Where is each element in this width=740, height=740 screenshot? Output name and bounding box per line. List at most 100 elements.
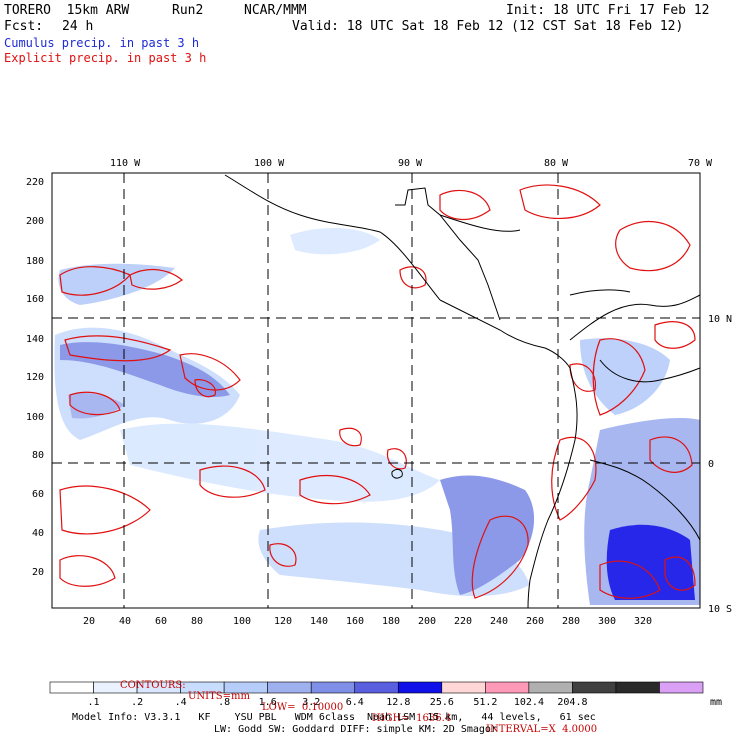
contour-cluster [269,543,297,567]
colorbar-swatch [659,681,704,694]
contour-cluster [339,427,362,447]
map-frame [51,172,701,609]
contour-cluster [199,465,266,498]
contour-cluster [654,321,696,349]
y-tick: 200 [26,216,44,227]
org-label: NCAR/MMM [244,3,307,18]
precip-band-south-central-core [440,475,535,595]
precip-band-gulf [290,228,380,255]
coastline-galapagos [391,468,403,479]
lat-label: 10 N [708,314,732,325]
forecast-hour: 24 h [62,19,94,34]
coastline-south-america-north [569,294,701,341]
y-tick: 180 [26,256,44,267]
y-tick: 100 [26,412,44,423]
coastline-central-america [439,299,571,369]
colorbar-label: .4 [174,697,187,708]
colorbar-label: 6.4 [345,697,364,708]
contour-cluster [69,391,121,416]
colorbar-label: 12.8 [386,697,411,708]
colorbar-labels: .1 .2 .4 .8 1.6 3.2 6.4 12.8 25.6 51.2 102.4 204.8 [0,697,740,709]
init-time: Init: 18 UTC Fri 17 Feb 12 [506,3,710,18]
y-tick: 40 [32,528,44,539]
x-tick: 200 [418,616,436,627]
lon-label: 110 W [110,158,141,169]
explicit-precip-contours [59,184,696,599]
y-tick: 220 [26,177,44,188]
y-tick: 120 [26,372,44,383]
run-label: Run2 [172,3,204,18]
contour-cluster [519,184,601,219]
contour-cluster [129,268,183,290]
precip-band-andes [580,338,670,415]
coastline-mexico [224,174,441,301]
y-tick: 60 [32,489,44,500]
lon-label: 90 W [398,158,423,169]
precip-band-southeast-core [606,524,695,600]
contour-cluster [59,555,116,587]
border-ecuador [589,459,651,486]
colorbar [49,681,704,694]
x-tick: 240 [490,616,508,627]
contour-cluster [551,436,597,521]
contour-cluster [386,448,407,470]
contour-units: UNITS=mm [188,691,250,702]
x-tick: 40 [119,616,131,627]
coastline-yucatan [395,187,501,321]
contour-cluster [615,221,691,272]
x-tick: 260 [526,616,544,627]
forecast-label: Fcst: [4,19,44,34]
colorbar-label: .8 [218,697,231,708]
y-axis-ticks: 220 200 180 160 140 120 100 80 60 40 20 [26,177,44,578]
contour-cluster [649,436,693,473]
border-colombia [599,359,701,383]
lon-label: 80 W [544,158,569,169]
lat-lon-grid [52,173,700,608]
x-tick: 300 [598,616,616,627]
x-tick: 320 [634,616,652,627]
y-tick: 140 [26,334,44,345]
contour-cluster [439,189,491,220]
y-tick: 20 [32,567,44,578]
contour-interval: INTERVAL=X 4.0000 [486,724,598,735]
x-tick: 80 [191,616,203,627]
contour-info: CONTOURS: UNITS=mm LOW= 0.10000 HIGH= 16… [0,669,740,735]
model-info-line1: Model Info: V3.3.1 KF YSU PBL WDM 6class… [72,712,596,723]
contour-cluster [64,335,172,362]
colorbar-label: 51.2 [473,697,498,708]
x-tick: 60 [155,616,167,627]
lat-label: 0 [708,459,714,470]
contour-cluster [664,556,696,591]
x-tick: 20 [83,616,95,627]
x-tick: 100 [233,616,251,627]
colorbar-label: .2 [131,697,144,708]
contour-cluster [194,379,217,398]
contour-cluster [599,560,661,599]
contour-cluster [299,475,371,505]
colorbar-unit: mm [710,697,723,708]
x-tick: 140 [310,616,328,627]
lon-label: 100 W [254,158,285,169]
model-name: TORERO 15km ARW [4,3,130,18]
contour-cluster [399,266,427,289]
coastline-caribbean-islands [439,214,631,296]
model-info-line2: LW: Godd SW: Goddard DIFF: simple KM: 2D… [214,724,497,735]
field-label-explicit: Explicit precip. in past 3 h [4,51,207,65]
contour-title: CONTOURS: [120,680,186,691]
precip-band-northwest-core [60,342,230,397]
colorbar-label: 1.6 [258,697,277,708]
contour-high: HIGH= 1636.4 [372,713,452,724]
x-tick: 120 [274,616,292,627]
valid-time: Valid: 18 UTC Sat 18 Feb 12 (12 CST Sat … [292,19,684,34]
y-tick: 160 [26,294,44,305]
contour-cluster [471,515,529,599]
contour-low: LOW= 0.10000 [262,702,344,713]
coastline-south-america-west [527,367,578,609]
colorbar-label: 102.4 [513,697,544,708]
x-tick: 180 [382,616,400,627]
x-tick: 160 [346,616,364,627]
contour-cluster [59,485,151,535]
y-tick: 80 [32,450,44,461]
field-label-cumulus: Cumulus precip. in past 3 h [4,36,200,50]
